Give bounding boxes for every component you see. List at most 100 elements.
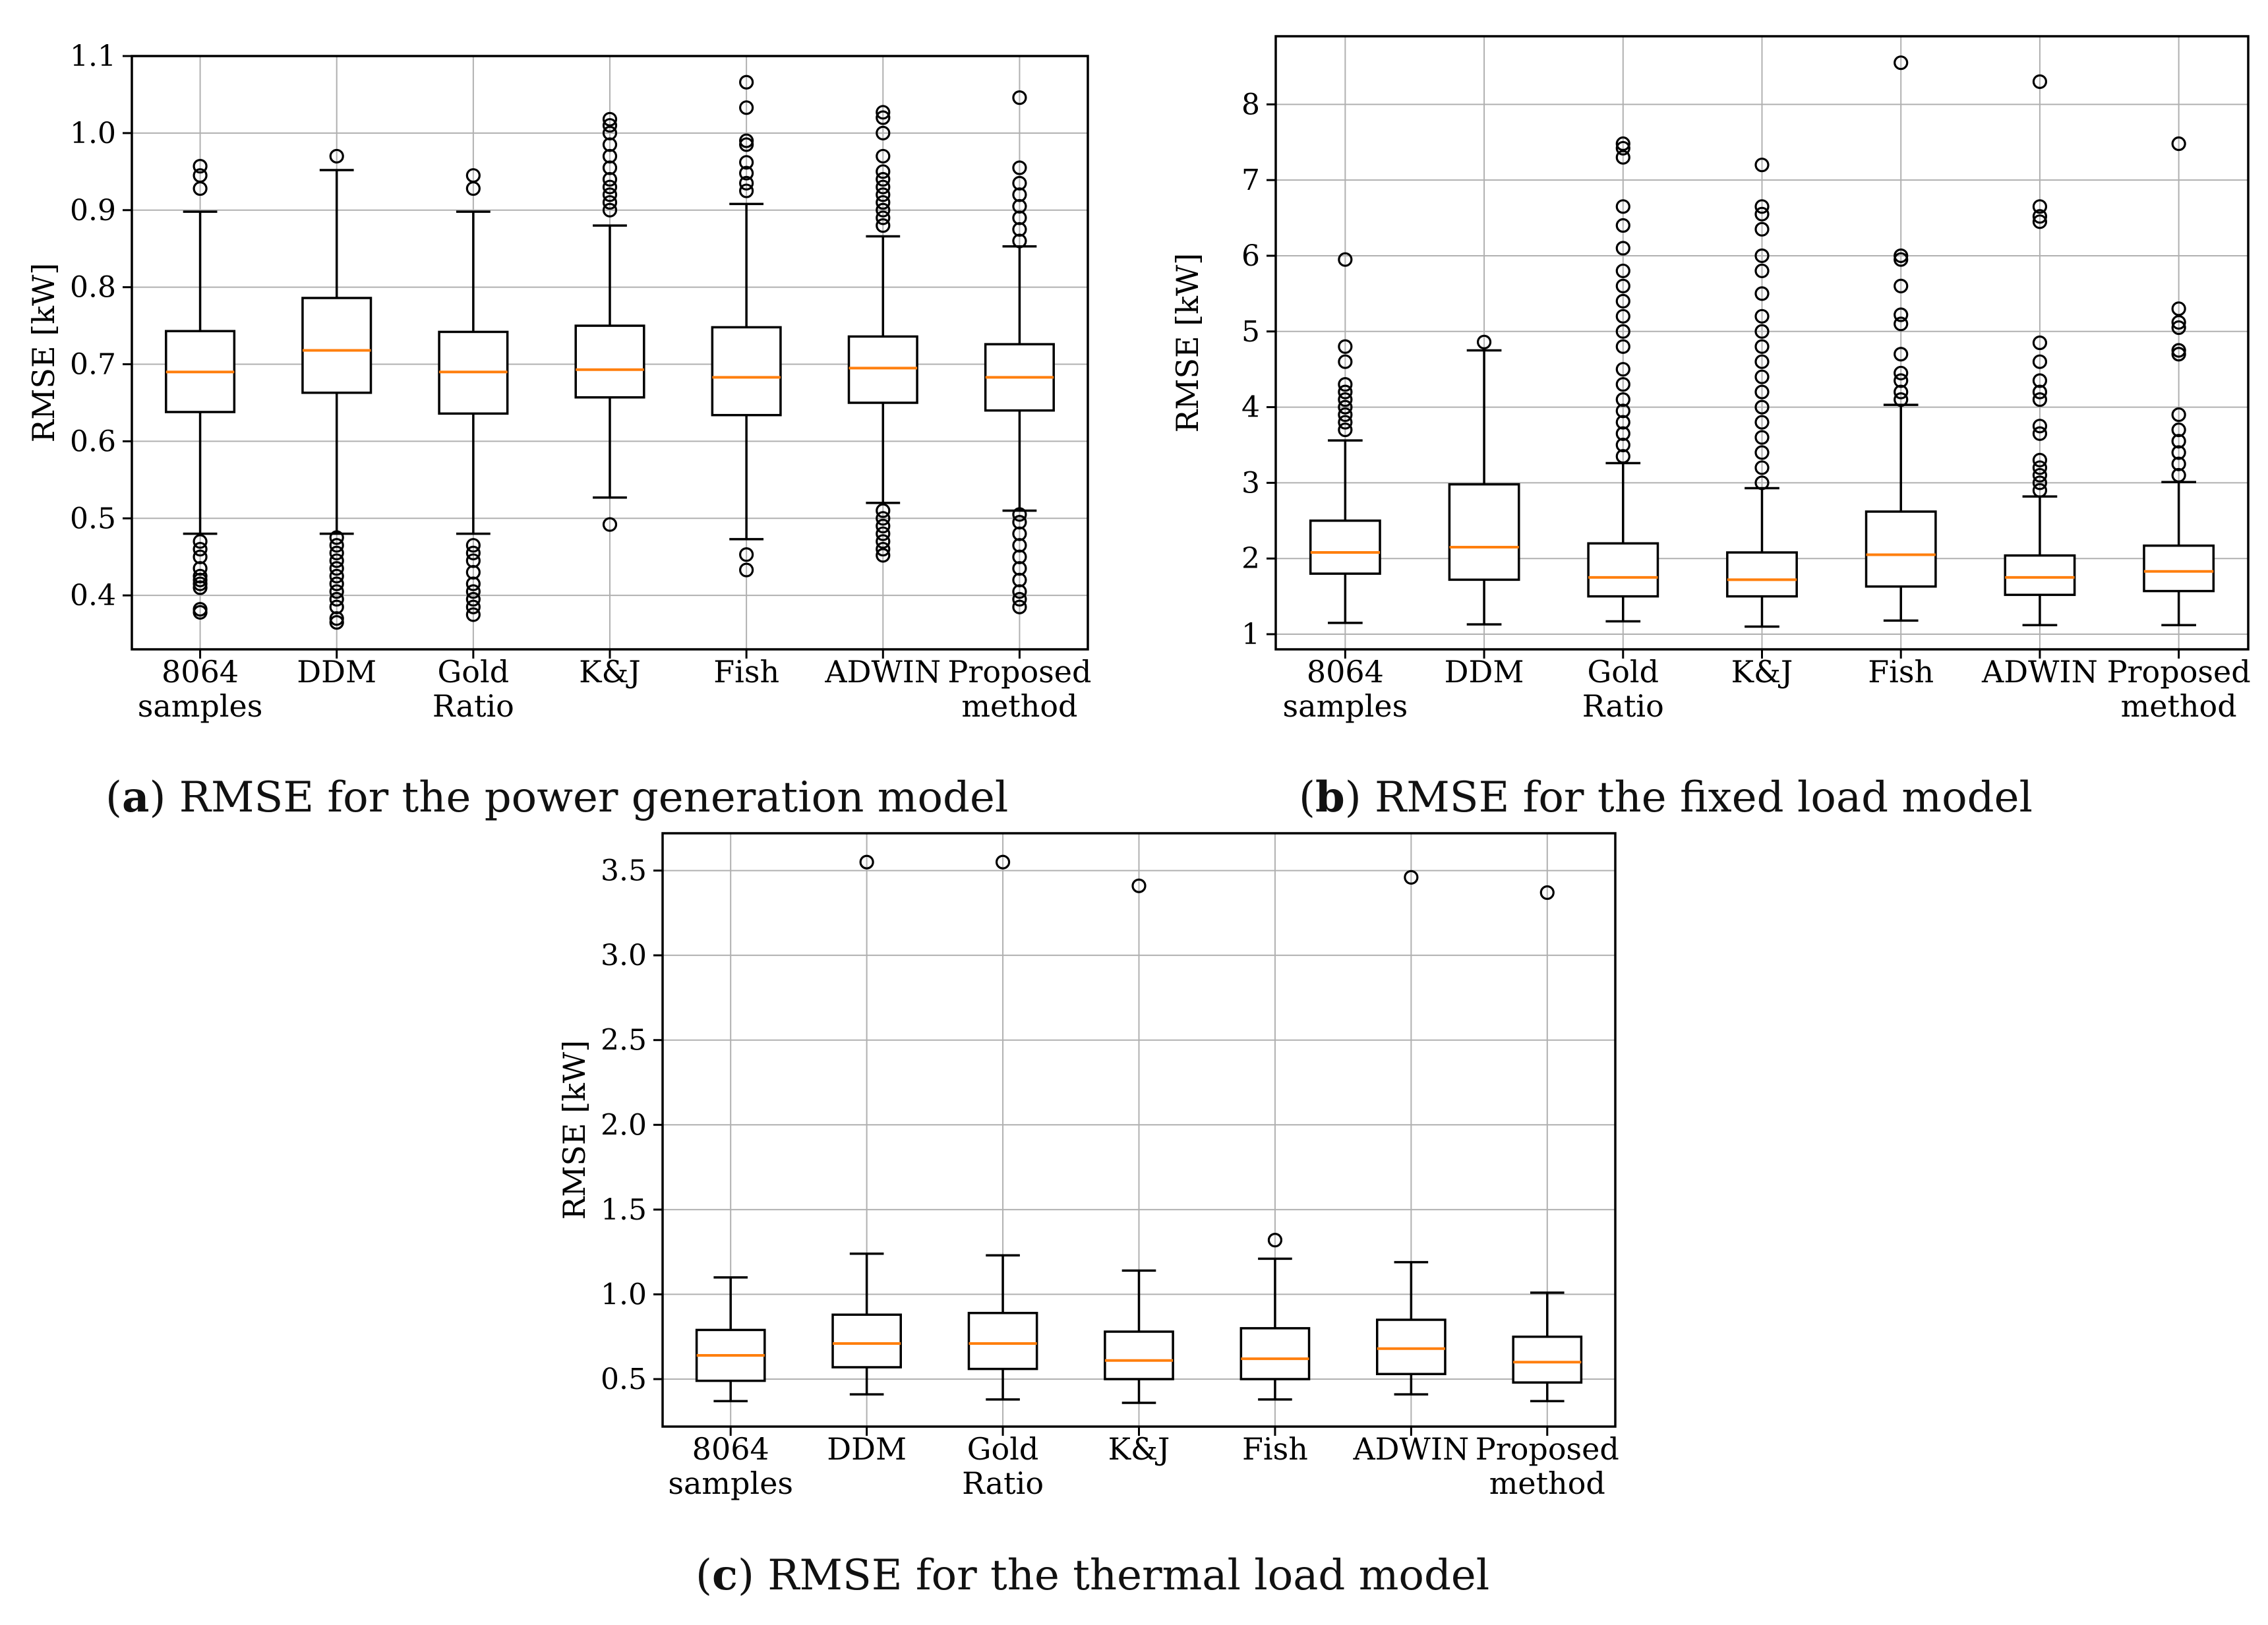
box-body xyxy=(1448,483,1520,581)
flier-point xyxy=(1338,252,1353,267)
flier-point xyxy=(602,202,618,218)
panel-a: 0.4 0.5 0.6 0.7 0.8 0.9 1.0 1.1 RMSE [kW] 8064 sam… xyxy=(0,0,1108,738)
flier-point xyxy=(2032,426,2048,441)
flier-point xyxy=(1338,339,1353,354)
flier-point xyxy=(602,125,618,140)
chart-a: 0.4 0.5 0.6 0.7 0.8 0.9 1.0 1.1 RMSE [kW] 8064sam… xyxy=(26,40,1091,724)
flier-point xyxy=(1894,55,1909,71)
flier-point xyxy=(1754,339,1770,354)
flier-point xyxy=(1754,369,1770,384)
caption-a-letter: a xyxy=(121,773,150,822)
caption-c-text: RMSE for the thermal load model xyxy=(767,1551,1490,1600)
panel-b: 1 2 3 4 5 6 7 8 RMSE [kW] 8064 samples DDM Gold Ratio… xyxy=(1160,0,2268,738)
x-tick-label: Ratio xyxy=(1582,688,1664,724)
flier-point xyxy=(2032,384,2048,399)
box-5 xyxy=(2004,74,2076,627)
x-tick-label: method xyxy=(961,688,1077,724)
y-tick-label: 1.0 xyxy=(70,117,116,150)
flier-point xyxy=(2171,422,2186,438)
flier-point xyxy=(2032,214,2048,229)
y-tick-label: 5 xyxy=(1241,315,1260,349)
flier-point xyxy=(2032,373,2048,388)
x-tick-label: method xyxy=(2121,688,2237,724)
box-3 xyxy=(574,111,645,532)
flier-point xyxy=(2171,407,2186,423)
flier-point xyxy=(1754,158,1770,173)
flier-point xyxy=(1894,365,1909,381)
flier-point xyxy=(329,553,344,568)
y-tick-label: 3.0 xyxy=(601,939,647,972)
flier-point xyxy=(1615,293,1630,309)
flier-point xyxy=(876,105,891,120)
flier-point xyxy=(876,110,891,125)
flier-point xyxy=(2032,483,2048,498)
flier-point xyxy=(1615,403,1630,419)
box-4 xyxy=(711,74,782,577)
x-tick-label: method xyxy=(1489,1465,1605,1501)
x-tick-label: 8064 xyxy=(692,1431,769,1467)
flier-point xyxy=(1338,392,1353,407)
flier-point xyxy=(193,576,208,591)
flier-point xyxy=(1615,415,1630,430)
box-body xyxy=(1239,1327,1311,1380)
flier-point xyxy=(2171,320,2186,336)
flier-point xyxy=(1338,377,1353,392)
x-tick-label: DDM xyxy=(1445,654,1524,690)
flier-point xyxy=(1338,422,1353,438)
flier-point xyxy=(876,194,891,210)
x-tick-label: Ratio xyxy=(433,688,514,724)
flier-point xyxy=(876,534,891,549)
box-0 xyxy=(1309,252,1381,624)
y-tick-label: 2.0 xyxy=(601,1108,647,1142)
flier-point xyxy=(1338,384,1353,399)
box-body xyxy=(1587,542,1659,598)
flier-point xyxy=(1754,399,1770,415)
flier-point xyxy=(1754,199,1770,214)
flier-point xyxy=(995,854,1011,870)
flier-point xyxy=(465,584,481,599)
flier-point xyxy=(876,125,891,140)
flier-point xyxy=(1615,278,1630,293)
caption-b-text: RMSE for the fixed load model xyxy=(1375,773,2033,822)
flier-point xyxy=(1615,437,1630,453)
x-tick-label: samples xyxy=(138,688,263,724)
flier-point xyxy=(739,100,754,115)
flier-point xyxy=(876,210,891,225)
caption-c-letter: c xyxy=(711,1551,738,1600)
flier-point xyxy=(876,171,891,187)
flier-point xyxy=(2032,475,2048,490)
box-body xyxy=(1865,510,1937,588)
flier-point xyxy=(465,599,481,614)
caption-a-text: RMSE for the power generation model xyxy=(179,773,1009,822)
flier-point xyxy=(2171,301,2186,316)
flier-point xyxy=(2171,314,2186,330)
flier-point xyxy=(876,541,891,557)
flier-point xyxy=(193,168,208,183)
box-1 xyxy=(301,148,373,630)
x-tick-label: Fish xyxy=(1242,1431,1308,1467)
flier-point xyxy=(1754,460,1770,475)
flier-point xyxy=(739,133,754,148)
flier-point xyxy=(465,545,481,560)
x-tick-label: 8064 xyxy=(162,654,239,690)
box-body xyxy=(301,297,373,394)
flier-point xyxy=(2032,335,2048,351)
flier-point xyxy=(2032,199,2048,214)
flier-point xyxy=(602,517,618,532)
flier-point xyxy=(329,538,344,553)
flier-point xyxy=(876,526,891,541)
flier-point xyxy=(739,74,754,90)
x-tick-label: Proposed xyxy=(1476,1431,1619,1467)
flier-point xyxy=(739,183,754,198)
y-tick-label: 0.8 xyxy=(70,271,116,305)
flier-point xyxy=(1615,150,1630,165)
flier-point xyxy=(329,148,344,164)
flier-point xyxy=(1615,449,1630,464)
box-body xyxy=(967,1311,1038,1371)
flier-point xyxy=(465,538,481,553)
x-tick-label: Proposed xyxy=(947,654,1091,690)
x-tick-label: samples xyxy=(1283,688,1408,724)
box-6 xyxy=(2143,136,2215,627)
flier-point xyxy=(1894,347,1909,362)
flier-point xyxy=(1894,373,1909,388)
